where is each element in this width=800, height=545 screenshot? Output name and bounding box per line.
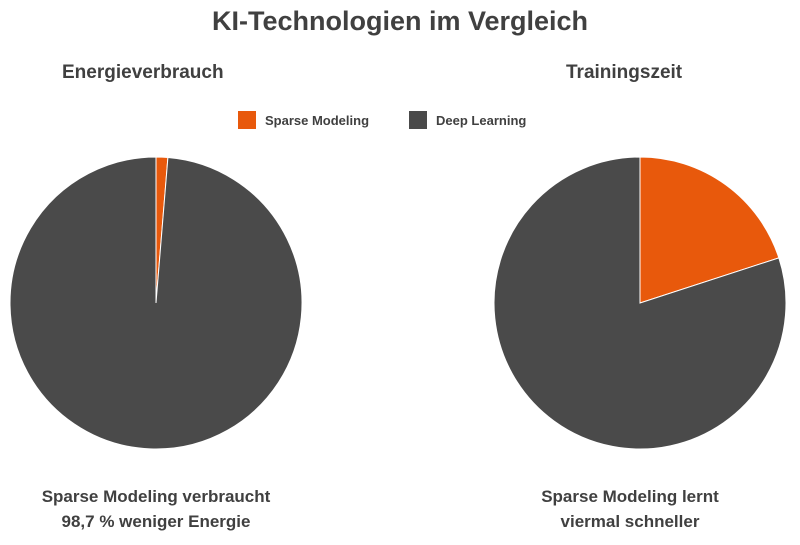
legend-swatch-deep-learning: [409, 111, 428, 129]
chart-title-energy: Energieverbrauch: [62, 62, 224, 83]
pie-slice-deep-learning: [493, 156, 787, 450]
caption-energy: Sparse Modeling verbraucht 98,7 % wenige…: [6, 484, 306, 534]
chart-title-training: Trainingszeit: [566, 62, 683, 83]
pie-chart-energy: [9, 156, 303, 450]
legend-item-sparse-modeling: Sparse Modeling: [238, 111, 369, 129]
legend-item-deep-learning: Deep Learning: [409, 111, 526, 129]
caption-energy-line-2: 98,7 % weniger Energie: [61, 512, 251, 531]
legend-label-sparse-modeling: Sparse Modeling: [265, 112, 370, 128]
caption-training-line-2: viermal schneller: [560, 512, 700, 531]
pie-slice-deep-learning: [9, 156, 303, 450]
caption-training-line-1: Sparse Modeling lernt: [541, 487, 719, 506]
pie-slice-sparse-modeling: [639, 156, 780, 304]
legend: Sparse Modeling Deep Learning: [238, 111, 526, 129]
legend-swatch-sparse-modeling: [238, 111, 256, 129]
caption-training: Sparse Modeling lernt viermal schneller: [480, 484, 780, 534]
caption-energy-line-1: Sparse Modeling verbraucht: [41, 487, 271, 506]
legend-label-deep-learning: Deep Learning: [436, 112, 527, 128]
page-title: KI-Technologien im Vergleich: [211, 6, 589, 36]
pie-chart-training: [493, 156, 787, 450]
